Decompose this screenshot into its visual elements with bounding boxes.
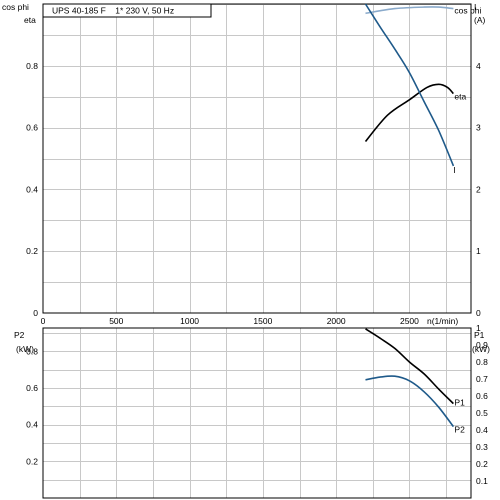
y-right-tick-label: 1 [476, 246, 481, 256]
x-tick-label: 2000 [327, 316, 346, 326]
p2-tick-label: 0.4 [26, 420, 38, 430]
p1-tick-label: 0.7 [476, 374, 488, 384]
series-label-cos-phi: cos phi [454, 6, 481, 16]
p1-tick-label: 0.6 [476, 391, 488, 401]
x-axis-label: n(1/min) [427, 316, 458, 326]
y-label-p1-unit: (kW) [472, 344, 490, 354]
y-label-cosphi: cos phi [2, 2, 29, 12]
p1-tick-label: 1 [476, 323, 481, 333]
series-label-p1: P1 [454, 398, 465, 408]
top-plot-frame [42, 3, 472, 314]
p1-tick-label: 0.2 [476, 459, 488, 469]
x-tick-label: 2500 [400, 316, 419, 326]
y-right-tick-label: 0 [476, 308, 481, 318]
y-label-eta: eta [24, 15, 36, 25]
series-lines: cos phi eta I P1 P2 [364, 3, 481, 435]
p1-tick-label: 0.3 [476, 442, 488, 452]
y-left-tick-label: 0 [33, 308, 38, 318]
y-left-tick-label: 0.2 [26, 246, 38, 256]
y-label-p2: P2 [14, 330, 25, 340]
y-left-tick-label: 0.6 [26, 123, 38, 133]
y-label-current: I [474, 2, 476, 12]
p1-tick-label: 0.5 [476, 408, 488, 418]
y-right-tick-label: 4 [476, 61, 481, 71]
series-line-p2 [365, 375, 455, 428]
series-label-eta: eta [454, 92, 466, 102]
p2-tick-label: 0.8 [26, 346, 38, 356]
x-tick-label: 0 [41, 316, 46, 326]
x-tick-label: 500 [109, 316, 123, 326]
x-tick-label: 1000 [180, 316, 199, 326]
y-right-tick-label: 3 [476, 123, 481, 133]
p2-tick-label: 0.2 [26, 456, 38, 466]
p1-tick-label: 0.8 [476, 357, 488, 367]
y-left-tick-label: 0.8 [26, 61, 38, 71]
bottom-grid [43, 328, 471, 498]
bottom-plot-frame [42, 327, 472, 499]
y-label-current-unit: (A) [474, 15, 486, 25]
p1-tick-label: 0.9 [476, 340, 488, 350]
title-box [42, 3, 212, 18]
top-grid [43, 4, 471, 313]
chart-title: UPS 40-185 F 1* 230 V, 50 Hz [52, 6, 174, 16]
series-label-p2: P2 [454, 425, 465, 435]
x-tick-label: 1500 [253, 316, 272, 326]
y-left-tick-label: 0.4 [26, 184, 38, 194]
y-right-tick-label: 2 [476, 184, 481, 194]
p1-tick-label: 0.4 [476, 425, 488, 435]
p2-tick-label: 0.6 [26, 383, 38, 393]
y-label-p1: P1 [474, 330, 485, 340]
series-line-p1 [365, 328, 454, 405]
p1-tick-label: 0.1 [476, 476, 488, 486]
series-line-i [364, 3, 455, 167]
tick-labels: 0 500 1000 1500 2000 2500 0 0.2 0.4 0.6 0.8 0 1 2 3 4 0.… [26, 61, 488, 486]
y-label-p2-unit: (kW) [16, 344, 34, 354]
series-line-cos-phi [365, 6, 454, 15]
series-label-i: I [453, 165, 455, 175]
series-line-eta [364, 83, 454, 143]
